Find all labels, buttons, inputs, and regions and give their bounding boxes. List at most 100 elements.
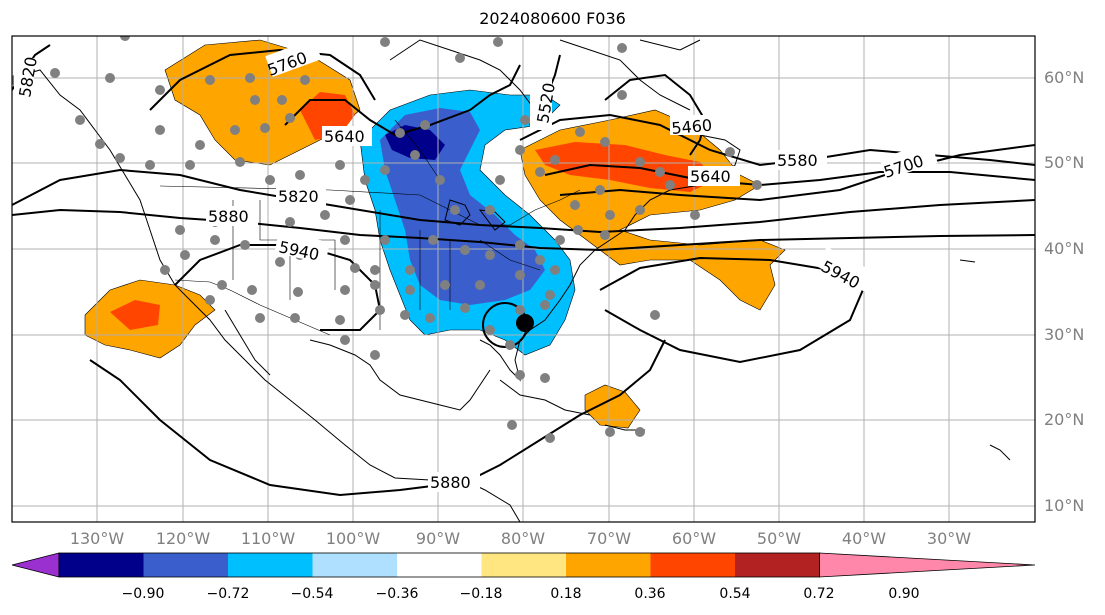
station-marker	[155, 125, 165, 135]
station-marker	[120, 36, 130, 41]
station-marker	[485, 205, 495, 215]
colorbar-tick-label: 0.36	[634, 586, 666, 602]
colorbar-segment	[397, 553, 482, 577]
colorbar-extend-high	[819, 552, 1036, 578]
contour-label-group: 5820 5760 5640 5520 5460 5580 5700 5640 …	[14, 38, 938, 492]
contour-5760	[149, 48, 376, 111]
colorbar-segment	[650, 553, 736, 577]
station-marker	[520, 115, 530, 125]
colorbar-tick-label: 0.54	[719, 586, 751, 602]
station-marker	[425, 313, 435, 323]
contour-label: 5820	[278, 187, 319, 206]
station-marker	[535, 167, 545, 177]
station-marker	[545, 290, 555, 300]
positive-anomaly-caribbean	[584, 384, 641, 429]
station-marker	[400, 310, 410, 320]
station-marker	[320, 210, 330, 220]
station-marker	[210, 235, 220, 245]
station-marker	[370, 265, 380, 275]
colorbar-segment	[566, 553, 651, 577]
station-marker	[285, 217, 295, 227]
station-marker	[550, 265, 560, 275]
station-marker	[725, 147, 735, 157]
station-marker	[380, 37, 390, 47]
station-marker	[495, 175, 505, 185]
graticule	[12, 36, 1035, 522]
station-marker	[650, 310, 660, 320]
station-marker	[277, 95, 287, 105]
station-marker	[380, 235, 390, 245]
colorbar-segment	[59, 553, 144, 577]
station-marker	[340, 235, 350, 245]
station-marker	[275, 257, 285, 267]
anomaly-shading	[84, 39, 786, 429]
station-marker	[360, 175, 370, 185]
station-marker	[545, 433, 555, 443]
colorbar-tick-label: −0.72	[206, 586, 250, 602]
station-marker	[340, 335, 350, 345]
colorbar-segment	[312, 553, 398, 577]
station-marker	[515, 305, 525, 315]
contour-label: 5880	[208, 207, 249, 226]
station-marker	[195, 140, 205, 150]
station-marker	[370, 280, 380, 290]
colorbar-outline	[58, 552, 820, 578]
contour-5820	[12, 168, 1035, 234]
colorbar-tick-label: −0.18	[459, 586, 503, 602]
contour-5880-south	[89, 339, 666, 497]
station-marker	[460, 245, 470, 255]
colorbar-tick-label: 0.90	[888, 586, 920, 602]
station-marker	[535, 255, 545, 265]
storm-center-marker	[516, 314, 534, 332]
station-marker	[50, 68, 60, 78]
station-marker	[345, 195, 355, 205]
station-marker	[440, 280, 450, 290]
station-marker	[295, 170, 305, 180]
station-marker	[245, 73, 255, 83]
station-marker	[635, 157, 645, 167]
station-marker	[95, 139, 105, 149]
station-marker	[235, 157, 245, 167]
station-marker	[515, 270, 525, 280]
station-marker	[617, 90, 627, 100]
lat-label: 40°N	[1044, 239, 1085, 258]
station-marker	[375, 305, 385, 315]
station-marker	[75, 115, 85, 125]
lon-label: 80°W	[500, 529, 546, 548]
station-marker	[655, 167, 665, 177]
station-marker	[595, 185, 605, 195]
station-marker	[265, 175, 275, 185]
lat-label: 60°N	[1044, 68, 1085, 87]
contour-label: 5640	[324, 127, 365, 146]
station-marker	[335, 160, 345, 170]
geopotential-contours	[12, 44, 1035, 497]
station-marker	[260, 123, 270, 133]
station-marker	[115, 153, 125, 163]
colorbar-tick-label: 0.72	[803, 586, 835, 602]
station-marker	[217, 280, 227, 290]
station-marker	[230, 125, 240, 135]
station-marker	[290, 313, 300, 323]
station-marker	[410, 150, 420, 160]
station-marker	[475, 280, 485, 290]
station-marker	[370, 350, 380, 360]
lon-label: 130°W	[69, 529, 125, 548]
station-marker	[515, 145, 525, 155]
station-marker	[205, 295, 215, 305]
colorbar-tick-label: −0.54	[290, 586, 334, 602]
station-marker	[175, 225, 185, 235]
lat-label: 50°N	[1044, 153, 1085, 172]
colorbar-tick-label: −0.36	[375, 586, 419, 602]
station-marker	[450, 205, 460, 215]
colorbar-segment	[143, 553, 229, 577]
station-marker	[428, 235, 438, 245]
station-marker	[240, 240, 250, 250]
station-marker	[335, 315, 345, 325]
lat-label: 30°N	[1044, 325, 1085, 344]
lon-label: 120°W	[155, 529, 211, 548]
lon-label: 40°W	[841, 529, 887, 548]
station-marker	[380, 165, 390, 175]
station-marker	[485, 250, 495, 260]
contour-label: 5580	[777, 151, 818, 170]
